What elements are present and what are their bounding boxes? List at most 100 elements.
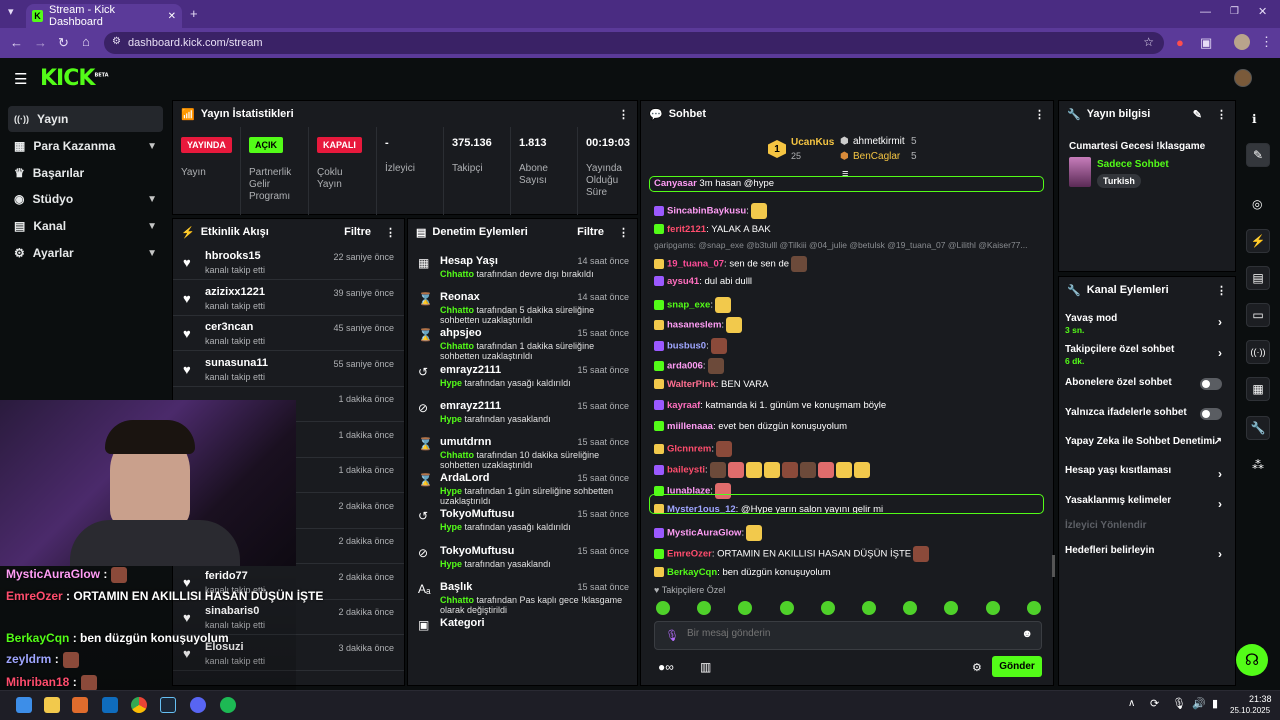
moderator-name[interactable]: Hype xyxy=(440,558,463,569)
chat-username[interactable]: WalterPink xyxy=(667,379,716,390)
chat-settings-icon[interactable]: ⚙ xyxy=(972,662,982,674)
sync-icon[interactable]: ⟳ xyxy=(1150,698,1160,710)
nav-item-kanal[interactable]: ▤ Kanal ▼ xyxy=(8,213,163,239)
browser-tab[interactable]: K Stream - Kick Dashboard ✕ xyxy=(26,4,182,28)
quick-emote-icon[interactable] xyxy=(862,601,876,615)
moderator-name[interactable]: Hype xyxy=(440,486,463,497)
chat-username[interactable]: ferit2121 xyxy=(667,224,707,235)
close-tab-icon[interactable]: ✕ xyxy=(167,10,176,22)
minimize-icon[interactable]: — xyxy=(1200,6,1211,18)
microphone-icon[interactable]: 🎙 xyxy=(665,630,679,642)
home-icon[interactable]: ⌂ xyxy=(82,34,90,49)
target-name[interactable]: TokyoMuftusu xyxy=(440,544,515,557)
edit-tool-button[interactable]: ✎ xyxy=(1246,143,1270,167)
toggle-switch[interactable] xyxy=(1200,378,1222,390)
follower-name[interactable]: cer3ncan xyxy=(205,321,254,333)
follower-name[interactable]: hbrooks15 xyxy=(205,250,261,262)
nav-item-studyo[interactable]: ◉ Stüdyo ▼ xyxy=(8,186,163,212)
bolt-tool-button[interactable]: ⚡ xyxy=(1246,229,1270,253)
extensions-puzzle-icon[interactable]: ▣ xyxy=(1200,35,1213,50)
quick-emote-icon[interactable] xyxy=(944,601,959,615)
target-name[interactable]: Kategori xyxy=(440,617,485,629)
quick-emote-icon[interactable] xyxy=(779,601,794,615)
toggle-switch[interactable] xyxy=(1200,408,1222,420)
document-tool-button[interactable]: ▤ xyxy=(1246,266,1270,290)
extension-icon[interactable]: ● xyxy=(1176,35,1184,50)
emoji-picker-icon[interactable]: ☻ xyxy=(1021,628,1033,640)
steam-icon[interactable] xyxy=(160,697,176,713)
store-icon[interactable]: ▥ xyxy=(700,660,712,674)
filter-button[interactable]: Filtre xyxy=(344,226,371,238)
edit-pencil-icon[interactable]: ✎ xyxy=(1192,108,1202,121)
chat-scrollbar[interactable] xyxy=(1052,555,1055,577)
chrome-icon[interactable] xyxy=(131,697,147,713)
chat-username[interactable]: MysticAuraGlow xyxy=(667,527,742,539)
bookmark-star-icon[interactable]: ☆ xyxy=(1143,35,1154,49)
kick-logo[interactable]: KICKBETA xyxy=(40,66,109,91)
back-icon[interactable]: ← xyxy=(10,35,23,50)
chat-username[interactable]: kayraaf xyxy=(667,400,701,411)
chat-username[interactable]: EmreOzer xyxy=(667,548,712,560)
windows-start-icon[interactable] xyxy=(16,697,32,713)
reload-icon[interactable]: ↻ xyxy=(58,35,69,50)
chat-username[interactable]: hasaneslem xyxy=(667,319,722,331)
channel-action-row[interactable]: Yapay Zeka ile Sohbet Denetimi ↗ xyxy=(1065,436,1230,447)
more-options-icon[interactable]: ⋮ xyxy=(1216,108,1227,121)
chat-username[interactable]: Canyasar xyxy=(654,178,697,189)
chat-username[interactable]: miillenaaa xyxy=(667,421,713,432)
channel-action-row[interactable]: Yasaklanmış kelimeler › xyxy=(1065,495,1230,511)
moderator-name[interactable]: Chhatto xyxy=(440,450,474,460)
channel-action-row[interactable]: Abonelere özel sohbet xyxy=(1065,377,1230,390)
channel-action-row[interactable]: Hedefleri belirleyin › xyxy=(1065,545,1230,561)
profile-avatar[interactable] xyxy=(1234,34,1250,50)
layout-tool-button[interactable]: ▦ xyxy=(1246,377,1270,401)
chat-username[interactable]: baileysti xyxy=(667,464,706,476)
gifter-name[interactable]: ahmetkirmit xyxy=(853,136,905,147)
new-tab-icon[interactable]: + xyxy=(190,6,198,21)
target-name[interactable]: Hesap Yaşı xyxy=(440,255,498,267)
user-avatar[interactable] xyxy=(1234,69,1252,87)
more-options-icon[interactable]: ⋮ xyxy=(618,108,629,121)
close-window-icon[interactable]: ✕ xyxy=(1258,6,1268,18)
chat-username[interactable]: snap_exe xyxy=(667,299,711,311)
more-options-icon[interactable]: ⋮ xyxy=(1034,108,1045,121)
moderator-name[interactable]: Hype xyxy=(440,413,463,424)
address-bar[interactable]: ⚙ dashboard.kick.com/stream ☆ xyxy=(104,32,1164,54)
category-link[interactable]: Sadece Sohbet xyxy=(1097,159,1169,170)
chrome-menu-icon[interactable]: ⋮ xyxy=(1260,34,1273,49)
battery-icon[interactable]: ▮ xyxy=(1212,698,1219,710)
target-name[interactable]: emrayz2111 xyxy=(440,399,502,412)
collapse-leaderboard-icon[interactable]: ≡ xyxy=(842,168,849,180)
tray-overflow-icon[interactable]: ∧ xyxy=(1128,698,1136,709)
quick-emote-icon[interactable] xyxy=(820,601,835,615)
channel-action-row[interactable]: Takipçilere özel sohbet 6 dk. › xyxy=(1065,344,1230,366)
moderator-name[interactable]: Chhatto xyxy=(440,341,474,352)
chat-username[interactable]: Myster1ous_12 xyxy=(667,504,736,515)
quick-emote-icon[interactable] xyxy=(697,601,712,615)
quick-emote-icon[interactable] xyxy=(985,601,1000,615)
chat-username[interactable]: busbus0 xyxy=(667,340,707,352)
target-name[interactable]: ahpsjeo xyxy=(440,327,482,340)
connections-icon[interactable]: ●∞ xyxy=(658,660,674,674)
gifter-name[interactable]: BenCaglar xyxy=(853,151,901,162)
quick-emote-icon[interactable] xyxy=(738,601,753,615)
more-options-icon[interactable]: ⋮ xyxy=(618,226,629,239)
follower-name[interactable]: Elosuzi xyxy=(205,641,244,653)
moderator-name[interactable]: Chhatto xyxy=(440,305,474,316)
chat-tool-button[interactable]: ▭ xyxy=(1246,303,1270,327)
target-name[interactable]: ArdaLord xyxy=(440,472,490,485)
forward-icon[interactable]: → xyxy=(34,35,47,50)
nav-item-basarilar[interactable]: ♛ Başarılar xyxy=(8,160,163,186)
nodes-icon[interactable]: ⁂ xyxy=(1252,458,1264,472)
follower-name[interactable]: azizixx1221 xyxy=(205,285,265,298)
chat-input-box[interactable]: 🎙 ☻ xyxy=(654,621,1042,650)
spotify-icon[interactable] xyxy=(220,697,236,713)
chat-username[interactable]: aysu41 xyxy=(667,276,700,287)
send-button[interactable]: Gönder xyxy=(992,656,1042,677)
camera-icon[interactable]: ◎ xyxy=(1252,197,1263,211)
channel-action-row[interactable]: İzleyici Yönlendir xyxy=(1065,520,1230,531)
mic-tray-icon[interactable]: 🎙 xyxy=(1172,698,1186,710)
chat-username[interactable]: Glcnnrem xyxy=(667,443,712,455)
target-name[interactable]: TokyoMuftusu xyxy=(440,508,515,521)
discord-icon[interactable] xyxy=(190,697,206,713)
